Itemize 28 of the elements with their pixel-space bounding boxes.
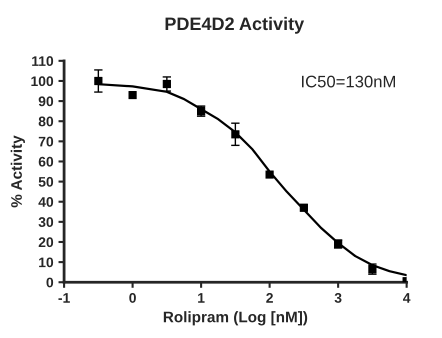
x-axis-title: Rolipram (Log [nM]) xyxy=(164,311,308,326)
point xyxy=(231,130,240,138)
y-tick-label: 110 xyxy=(32,56,54,66)
y-tick-label: 60 xyxy=(38,156,54,167)
x-tick-label: 3 xyxy=(334,293,342,303)
y-tick-label: 30 xyxy=(38,217,54,228)
y-tick-label: 40 xyxy=(38,197,54,207)
y-tick-label: 0 xyxy=(46,278,54,288)
y-axis-title: % Activity xyxy=(10,135,25,208)
annotation: IC50=130nM xyxy=(302,76,395,88)
x-tick-label: 4 xyxy=(402,293,410,303)
chart-title: PDE4D2 Activity xyxy=(166,16,304,34)
point xyxy=(128,90,137,100)
x-tick-label: 0 xyxy=(129,293,136,303)
point xyxy=(300,204,308,212)
point xyxy=(162,80,171,88)
y-tick-label: 90 xyxy=(38,96,54,106)
y-tick-label: 10 xyxy=(39,257,54,268)
y-tick-label: 50 xyxy=(38,176,54,187)
y-tick-label: 20 xyxy=(38,237,54,248)
y-tick-label: 70 xyxy=(38,136,54,147)
x-tick-label: -1 xyxy=(58,293,70,303)
x-tick-label: 2 xyxy=(266,293,273,303)
y-tick-label: 100 xyxy=(31,76,54,86)
x-tick-label: 1 xyxy=(198,293,205,303)
point xyxy=(94,76,102,86)
y-tick-label: 80 xyxy=(38,116,54,126)
point xyxy=(266,170,274,179)
